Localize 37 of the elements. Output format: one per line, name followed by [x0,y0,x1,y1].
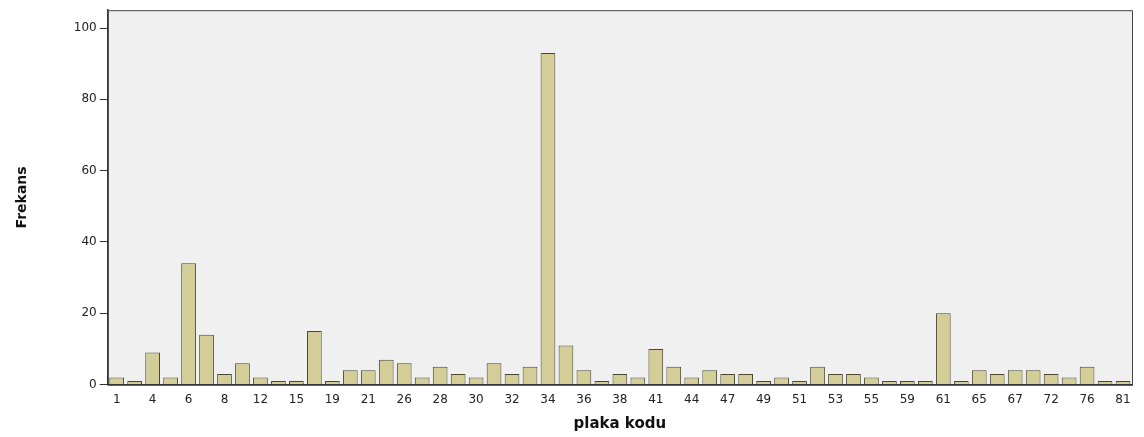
x-tick-label: 38 [612,391,628,406]
x-tick-label: 67 [1007,391,1023,406]
y-axis-title: Frekans [13,166,30,229]
x-tick-label: 65 [971,391,987,406]
y-tick-label: 0 [89,376,97,391]
x-tick-label: 6 [184,391,193,406]
x-tick-label: 41 [648,391,664,406]
y-tick-label: 60 [81,162,97,177]
x-tick-label: 49 [755,391,772,406]
x-tick-label: 26 [396,391,412,406]
x-tick-label: 30 [468,391,484,406]
y-tick-label: 100 [73,20,97,35]
x-tick-label: 1 [112,391,121,406]
x-tick-label: 21 [360,391,376,406]
x-axis-title: plaka kodu [573,413,667,432]
y-tick-label: 80 [81,91,97,106]
x-tick-label: 53 [827,391,844,406]
x-tick-label: 55 [863,391,880,406]
x-tick-label: 44 [684,391,700,406]
y-tick-label: 40 [81,234,97,249]
x-tick-label: 32 [504,391,520,406]
y-tick-label: 20 [81,305,97,320]
x-tick-label: 76 [1079,391,1095,406]
x-tick-label: 47 [720,391,736,406]
x-tick-label: 81 [1115,391,1131,406]
x-tick-label: 59 [899,391,916,406]
x-tick-label: 34 [540,391,556,406]
x-tick-label: 72 [1043,391,1059,406]
x-tick-label: 28 [432,391,448,406]
x-tick-label: 8 [220,391,229,406]
x-tick-label: 4 [148,391,157,406]
x-tick-label: 51 [791,391,808,406]
x-tick-label: 12 [252,391,269,406]
x-tick-label: 15 [288,391,305,406]
x-tick-label: 36 [576,391,592,406]
x-tick-label: 61 [935,391,951,406]
x-tick-label: 19 [324,391,340,406]
